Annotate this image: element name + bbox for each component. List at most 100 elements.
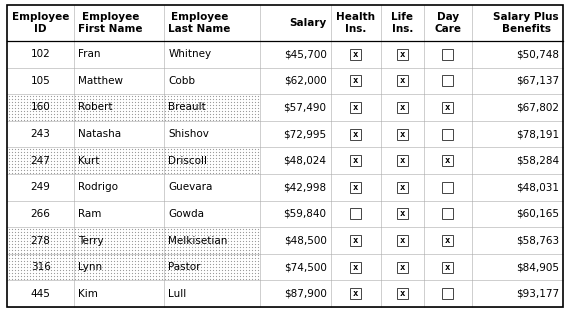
Point: [190, 250, 199, 255]
Bar: [442, 49, 453, 60]
Point: [253, 170, 262, 175]
Point: [205, 238, 214, 243]
Point: [142, 99, 151, 104]
Point: [145, 229, 154, 234]
Point: [250, 259, 259, 264]
Point: [43, 170, 52, 175]
Point: [244, 108, 253, 113]
Point: [25, 241, 34, 246]
Point: [19, 170, 28, 175]
Point: [76, 268, 85, 273]
Point: [10, 277, 19, 282]
Point: [100, 244, 109, 249]
Point: [169, 161, 178, 166]
Text: $60,165: $60,165: [516, 209, 559, 219]
Point: [196, 241, 205, 246]
Point: [247, 226, 256, 231]
Point: [40, 149, 49, 154]
Point: [193, 152, 202, 157]
Point: [151, 271, 160, 276]
Point: [97, 114, 106, 119]
Point: [127, 161, 136, 166]
Point: [181, 105, 190, 110]
Point: [190, 247, 199, 252]
Point: [163, 158, 172, 163]
Point: [79, 259, 88, 264]
Point: [79, 158, 88, 163]
Point: [226, 168, 235, 173]
Point: [247, 253, 256, 258]
Point: [115, 265, 124, 270]
Point: [187, 277, 196, 282]
Point: [145, 277, 154, 282]
Point: [166, 226, 175, 231]
Point: [202, 274, 211, 279]
Point: [121, 158, 130, 163]
Point: [169, 268, 178, 273]
Point: [226, 226, 235, 231]
Point: [82, 149, 91, 154]
Point: [196, 105, 205, 110]
Text: $45,700: $45,700: [284, 49, 327, 59]
Point: [169, 232, 178, 237]
Point: [58, 111, 67, 116]
Point: [13, 105, 22, 110]
Point: [223, 155, 232, 160]
Point: [76, 229, 85, 234]
Point: [187, 262, 196, 267]
Point: [79, 256, 88, 261]
Point: [58, 117, 67, 122]
Point: [196, 99, 205, 104]
Point: [193, 229, 202, 234]
Point: [202, 117, 211, 122]
Point: [100, 146, 109, 151]
Point: [127, 253, 136, 258]
Point: [76, 232, 85, 237]
Point: [151, 96, 160, 101]
Point: [73, 168, 82, 173]
Point: [82, 232, 91, 237]
Point: [58, 238, 67, 243]
Point: [214, 117, 223, 122]
Point: [160, 232, 169, 237]
Point: [103, 170, 112, 175]
Point: [16, 265, 25, 270]
Point: [16, 232, 25, 237]
Point: [115, 259, 124, 264]
Point: [211, 164, 220, 169]
Point: [40, 250, 49, 255]
Point: [232, 152, 241, 157]
Point: [127, 277, 136, 282]
Point: [142, 247, 151, 252]
Point: [85, 158, 94, 163]
Point: [223, 268, 232, 273]
Point: [49, 274, 58, 279]
Point: [136, 111, 145, 116]
Point: [121, 117, 130, 122]
Point: [109, 274, 118, 279]
Bar: [7, 147, 563, 174]
Point: [223, 114, 232, 119]
Point: [130, 155, 139, 160]
Point: [55, 155, 64, 160]
Point: [37, 93, 46, 98]
Point: [19, 253, 28, 258]
Point: [28, 247, 37, 252]
Point: [34, 108, 43, 113]
Point: [37, 262, 46, 267]
Point: [211, 250, 220, 255]
Point: [223, 256, 232, 261]
Point: [136, 149, 145, 154]
Point: [196, 259, 205, 264]
Point: [58, 250, 67, 255]
Point: [31, 114, 40, 119]
Point: [196, 146, 205, 151]
Point: [157, 256, 166, 261]
Point: [217, 161, 226, 166]
Text: $74,500: $74,500: [284, 262, 327, 272]
Point: [70, 152, 79, 157]
Point: [229, 262, 238, 267]
Point: [208, 117, 217, 122]
Point: [61, 229, 70, 234]
Point: [181, 238, 190, 243]
